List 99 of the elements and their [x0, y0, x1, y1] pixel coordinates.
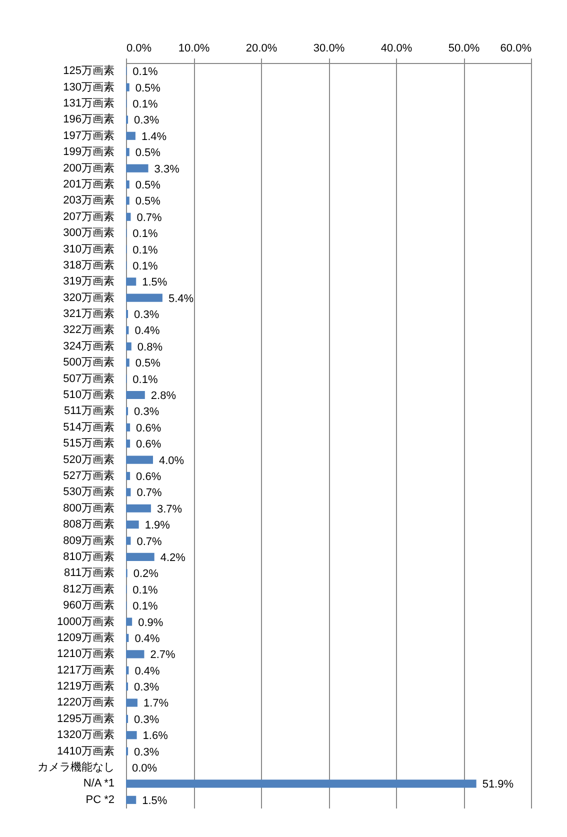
- data-label: 0.1%: [132, 66, 158, 78]
- y-tick-label: 321万画素: [63, 307, 114, 320]
- data-label: 0.5%: [135, 196, 161, 208]
- data-label: 2.7%: [150, 649, 176, 662]
- data-label: 1.4%: [141, 130, 167, 143]
- y-tick-label: 812万画素: [63, 582, 114, 596]
- data-label: 0.1%: [132, 374, 158, 386]
- data-label: 3.7%: [156, 503, 182, 516]
- data-label: 0.3%: [134, 114, 160, 127]
- y-tick-label: 1410万画素: [57, 744, 114, 758]
- y-tick-label: 1209万画素: [57, 630, 114, 644]
- x-tick-label: 60.0%: [500, 42, 532, 54]
- y-tick-label: 199万画素: [63, 145, 114, 158]
- y-tick-label: 515万画素: [63, 436, 114, 450]
- data-label: 0.5%: [135, 179, 161, 192]
- data-label: 0.1%: [132, 584, 158, 596]
- data-label: 0.3%: [134, 406, 160, 418]
- y-tick-label: 125万画素: [63, 64, 114, 78]
- y-tick-label: 1219万画素: [57, 680, 114, 693]
- data-label: 0.1%: [132, 228, 158, 240]
- data-label: 5.4%: [168, 292, 194, 305]
- y-tick-label: 130万画素: [63, 80, 114, 94]
- y-tick-label: 322万画素: [63, 323, 114, 336]
- data-label: 1.6%: [142, 730, 168, 742]
- y-tick-label: 207万画素: [63, 210, 114, 223]
- data-label: 1.5%: [142, 794, 168, 807]
- y-tick-label: 324万画素: [63, 339, 114, 352]
- y-tick-label: 1000万画素: [57, 614, 114, 628]
- y-tick-label: 507万画素: [63, 372, 114, 385]
- y-tick-label: 809万画素: [63, 534, 114, 547]
- data-label: 1.7%: [143, 698, 169, 710]
- y-tick-label: PC *2: [86, 794, 114, 806]
- y-tick-label: 310万画素: [63, 242, 114, 256]
- y-tick-label: 1295万画素: [57, 712, 114, 725]
- x-tick-label: 40.0%: [380, 42, 412, 54]
- y-tick-label: 300万画素: [63, 226, 114, 240]
- y-tick-label: 510万画素: [63, 388, 114, 402]
- y-tick-label: 530万画素: [63, 485, 114, 498]
- y-tick-label: 511万画素: [64, 404, 114, 418]
- data-label: 0.4%: [134, 665, 160, 678]
- data-label: 0.1%: [132, 244, 158, 256]
- data-label: 3.3%: [154, 163, 180, 176]
- data-label: 0.8%: [137, 341, 163, 354]
- y-tick-label: 960万画素: [63, 598, 114, 612]
- y-tick-label: 520万画素: [63, 452, 114, 466]
- y-tick-label: 201万画素: [63, 177, 114, 190]
- data-label: 0.7%: [136, 212, 162, 224]
- data-label: 2.8%: [150, 390, 176, 402]
- data-label: 4.2%: [160, 552, 186, 564]
- data-label: 0.6%: [136, 422, 162, 434]
- y-tick-label: 197万画素: [63, 128, 114, 142]
- y-tick-label: 1320万画素: [57, 728, 114, 742]
- x-tick-label: 50.0%: [448, 42, 480, 54]
- data-label: 51.9%: [482, 778, 514, 791]
- data-label: 0.7%: [136, 487, 162, 500]
- y-tick-label: 196万画素: [63, 112, 114, 126]
- data-label: 4.0%: [159, 454, 184, 467]
- y-tick-label: 1220万画素: [57, 696, 114, 709]
- y-tick-label: 1217万画素: [57, 663, 114, 676]
- data-label: 0.3%: [134, 682, 160, 694]
- x-tick-label: 10.0%: [178, 42, 210, 54]
- data-label: 0.3%: [134, 714, 160, 726]
- y-tick-label: 318万画素: [63, 258, 114, 272]
- data-label: 1.5%: [142, 276, 168, 289]
- y-tick-label: 1210万画素: [57, 647, 114, 660]
- data-label: 0.6%: [136, 470, 162, 483]
- y-tick-label: 319万画素: [63, 274, 114, 288]
- data-label: 0.3%: [134, 746, 160, 758]
- y-tick-label: N/A *1: [83, 778, 114, 790]
- y-tick-label: 200万画素: [63, 161, 114, 174]
- data-label: 0.7%: [136, 536, 162, 548]
- data-label: 0.5%: [135, 82, 161, 94]
- data-label: 0.4%: [134, 632, 160, 645]
- data-label: 1.9%: [144, 520, 170, 532]
- x-tick-label: 0.0%: [126, 42, 152, 54]
- data-label: 0.3%: [134, 309, 160, 322]
- data-label: 0.1%: [132, 260, 158, 272]
- data-label: 0.2%: [133, 568, 159, 580]
- x-tick-label: 20.0%: [246, 42, 278, 54]
- data-label: 0.1%: [132, 98, 158, 110]
- y-tick-label: 203万画素: [63, 194, 114, 207]
- data-label: 0.5%: [135, 358, 161, 370]
- data-label: 0.0%: [132, 762, 158, 775]
- y-tick-label: 800万画素: [63, 501, 114, 514]
- y-tick-label: 320万画素: [63, 290, 114, 304]
- data-label: 0.6%: [136, 438, 162, 451]
- data-label: 0.5%: [135, 147, 161, 160]
- y-tick-label: 500万画素: [63, 356, 114, 369]
- y-tick-label: 514万画素: [63, 420, 114, 434]
- y-tick-label: 810万画素: [63, 550, 114, 563]
- data-label: 0.9%: [138, 616, 164, 629]
- y-tick-label: 527万画素: [63, 468, 114, 482]
- data-label: 0.4%: [134, 325, 160, 338]
- y-tick-label: 811万画素: [64, 566, 114, 580]
- y-tick-label: 131万画素: [63, 96, 114, 110]
- data-label: 0.1%: [132, 600, 158, 613]
- x-tick-label: 30.0%: [313, 42, 345, 54]
- y-tick-label: カメラ機能なし: [38, 760, 114, 774]
- y-tick-label: 808万画素: [63, 518, 114, 531]
